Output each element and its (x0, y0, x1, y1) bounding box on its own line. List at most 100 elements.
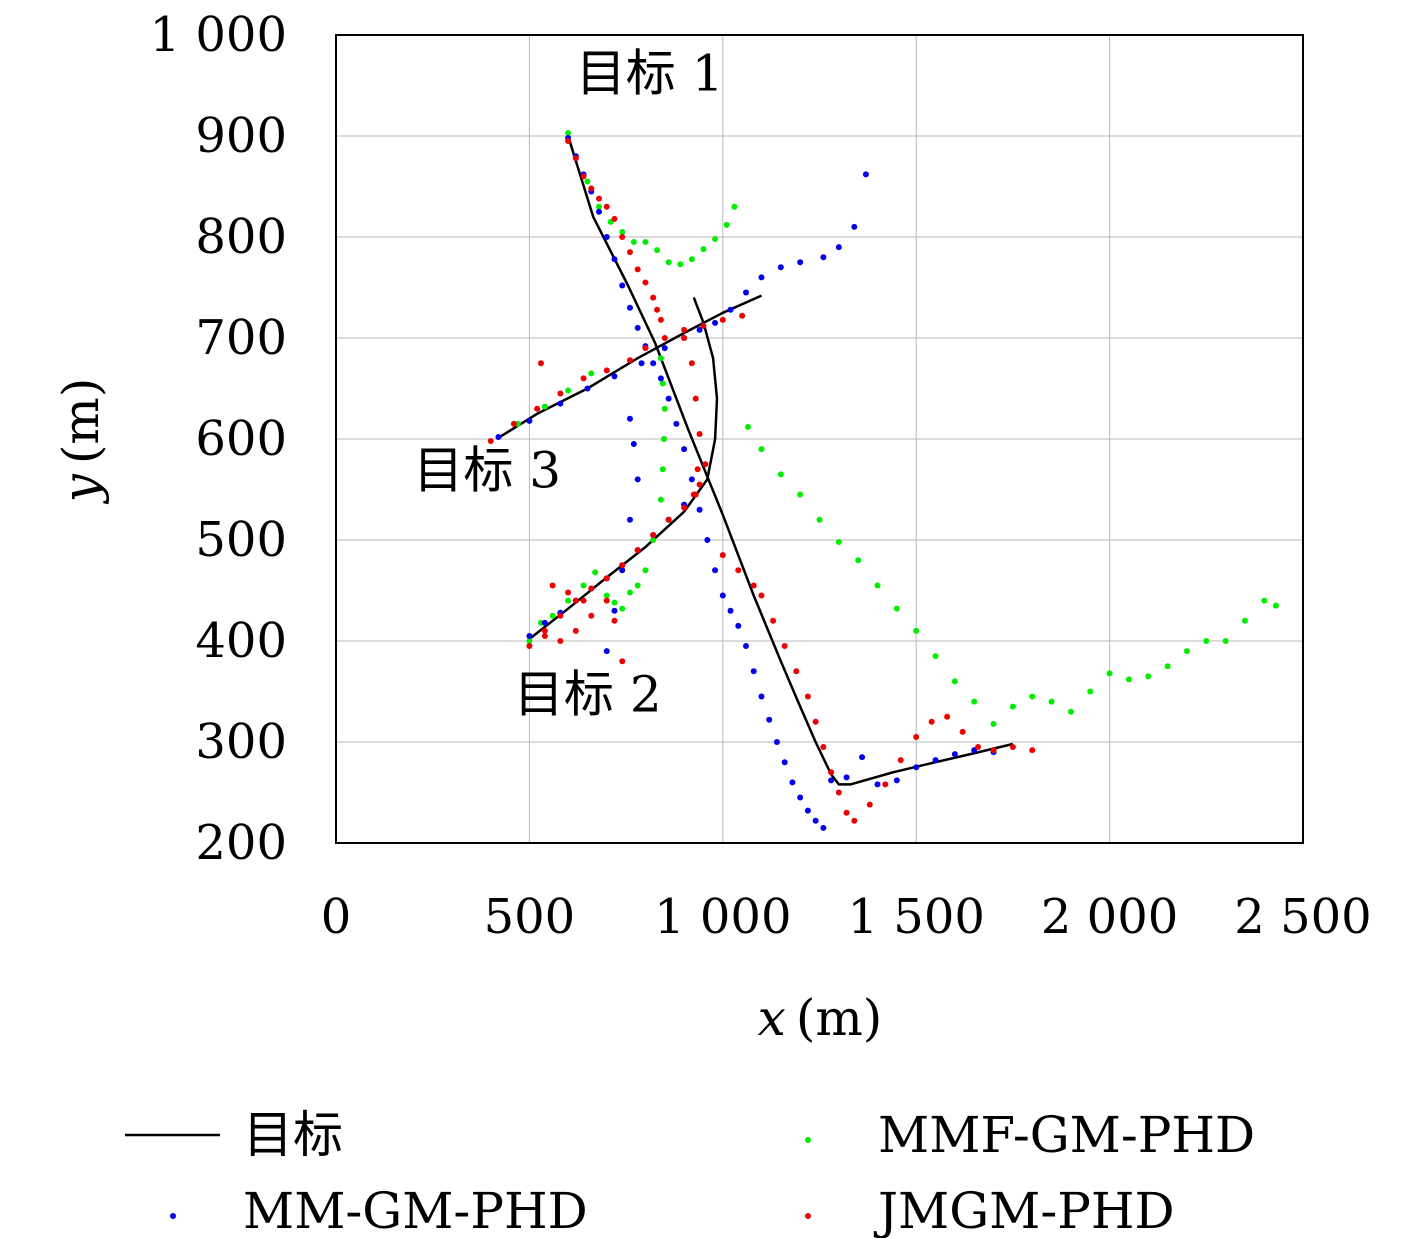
point-2-0-14 (673, 420, 680, 427)
point-3-0-8 (626, 249, 633, 256)
series-0-track-1 (495, 294, 763, 441)
x-tick-label-0: 0 (321, 889, 352, 945)
point-1-2-18 (657, 355, 664, 362)
point-2-2-2 (557, 400, 564, 407)
y-tick-label-7: 900 (195, 108, 287, 164)
point-2-0-32 (812, 817, 819, 824)
point-2-2-10 (727, 306, 734, 313)
point-3-0-12 (654, 306, 661, 313)
annotation-2: 目标 2 (514, 666, 662, 724)
point-1-0-8 (654, 247, 661, 254)
point-1-1-14 (1009, 703, 1016, 710)
point-1-1-5 (835, 539, 842, 546)
point-3-1-1 (510, 420, 517, 427)
legend-label-1: MMF-GM-PHD (878, 1106, 1255, 1164)
point-1-1-24 (1203, 638, 1210, 644)
point-2-2-17 (851, 223, 858, 230)
point-1-2-12 (650, 537, 657, 543)
legend: 目标 MMF-GM-PHD MM-GM-PHD JMGM-PHD (125, 1106, 1255, 1238)
point-2-2-1 (526, 417, 533, 424)
point-3-5-17 (913, 733, 920, 740)
legend-dot-3 (805, 1213, 811, 1219)
point-2-4-0 (626, 415, 633, 422)
point-1-2-17 (659, 380, 666, 387)
point-3-1-7 (642, 345, 649, 352)
y-tick-label-8: 1 000 (150, 7, 287, 63)
point-1-0-3 (596, 203, 603, 210)
point-1-1-18 (1087, 688, 1094, 695)
point-3-3-7 (634, 547, 641, 554)
point-2-0-22 (735, 622, 742, 629)
point-3-5-19 (944, 713, 951, 720)
point-3-1-12 (739, 312, 746, 319)
y-axis-var: y (52, 473, 110, 504)
point-1-2-13 (657, 496, 664, 503)
point-2-2-8 (696, 326, 703, 333)
series-3 (487, 138, 1036, 824)
point-1-1-11 (951, 678, 958, 685)
point-1-1-3 (797, 491, 804, 498)
point-1-1-7 (874, 582, 881, 589)
point-3-5-13 (851, 817, 858, 824)
point-2-0-6 (611, 256, 618, 263)
point-3-0-10 (642, 279, 649, 286)
point-3-6-3 (580, 597, 587, 604)
annotation-1: 目标 3 (413, 441, 561, 499)
legend-label-3: JMGM-PHD (873, 1182, 1175, 1238)
point-1-2-2 (549, 612, 556, 619)
point-3-6-1 (549, 582, 556, 589)
point-1-2-4 (580, 582, 587, 589)
point-3-0-6 (611, 215, 618, 222)
point-3-1-0 (487, 438, 494, 445)
point-3-5-2 (750, 582, 757, 589)
x-axis-unit: (m) (796, 989, 882, 1047)
point-2-1-2 (859, 754, 866, 761)
point-1-3-1 (541, 403, 548, 410)
point-1-1-13 (990, 720, 997, 727)
point-1-0-9 (665, 259, 672, 266)
point-2-0-23 (743, 643, 750, 650)
point-2-2-11 (743, 289, 750, 296)
point-1-1-2 (777, 471, 784, 478)
point-3-2-2 (692, 395, 699, 402)
series-layer (487, 129, 1279, 831)
point-1-0-11 (688, 256, 695, 263)
point-2-2-9 (712, 319, 719, 326)
point-3-5-9 (820, 744, 827, 751)
point-1-0-14 (723, 221, 730, 228)
point-1-1-4 (816, 516, 823, 523)
x-tick-label-2: 1 000 (654, 889, 791, 945)
point-2-0-4 (596, 208, 603, 215)
y-tick-label-1: 300 (195, 714, 287, 770)
legend-label-0: 目标 (243, 1106, 343, 1164)
point-3-0-9 (634, 266, 641, 273)
y-tick-label-3: 500 (195, 512, 287, 568)
point-1-0-7 (642, 239, 649, 246)
plot-frame (335, 34, 1304, 844)
point-1-0-10 (677, 261, 684, 268)
point-3-5-7 (804, 693, 811, 700)
point-3-5-12 (843, 809, 850, 816)
point-1-0-13 (712, 236, 719, 243)
point-3-1-8 (661, 335, 668, 341)
point-1-1-20 (1125, 676, 1132, 683)
point-3-5-0 (719, 552, 726, 559)
point-1-1-26 (1241, 617, 1248, 624)
point-1-0-2 (584, 178, 591, 185)
point-1-0-15 (731, 203, 738, 210)
x-tick-label-1: 500 (484, 889, 576, 945)
x-tick-label-4: 2 000 (1041, 889, 1178, 945)
point-3-4-5 (611, 617, 618, 624)
point-3-3-3 (572, 597, 579, 604)
point-1-2-10 (634, 582, 641, 589)
x-axis-var: x (758, 989, 786, 1047)
point-1-2-6 (603, 592, 610, 599)
point-1-2-5 (592, 569, 599, 576)
point-2-0-21 (727, 607, 734, 614)
point-3-1-9 (681, 326, 688, 333)
point-1-1-10 (932, 653, 939, 660)
point-1-2-15 (661, 436, 668, 442)
point-2-2-4 (611, 373, 618, 380)
point-1-1-9 (913, 627, 920, 634)
point-1-2-3 (565, 597, 572, 604)
